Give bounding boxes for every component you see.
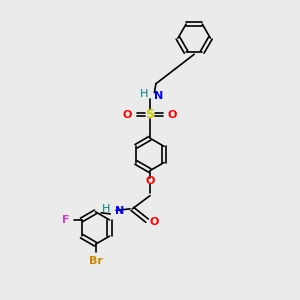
Text: F: F bbox=[62, 215, 70, 225]
Text: O: O bbox=[145, 176, 155, 186]
Text: Br: Br bbox=[88, 256, 103, 266]
Text: H: H bbox=[102, 204, 110, 214]
Text: O: O bbox=[168, 110, 177, 120]
Text: N: N bbox=[154, 91, 163, 100]
Text: S: S bbox=[146, 108, 154, 121]
Text: N: N bbox=[115, 206, 124, 216]
Text: H: H bbox=[140, 89, 148, 99]
Text: O: O bbox=[123, 110, 132, 120]
Text: O: O bbox=[150, 217, 159, 227]
